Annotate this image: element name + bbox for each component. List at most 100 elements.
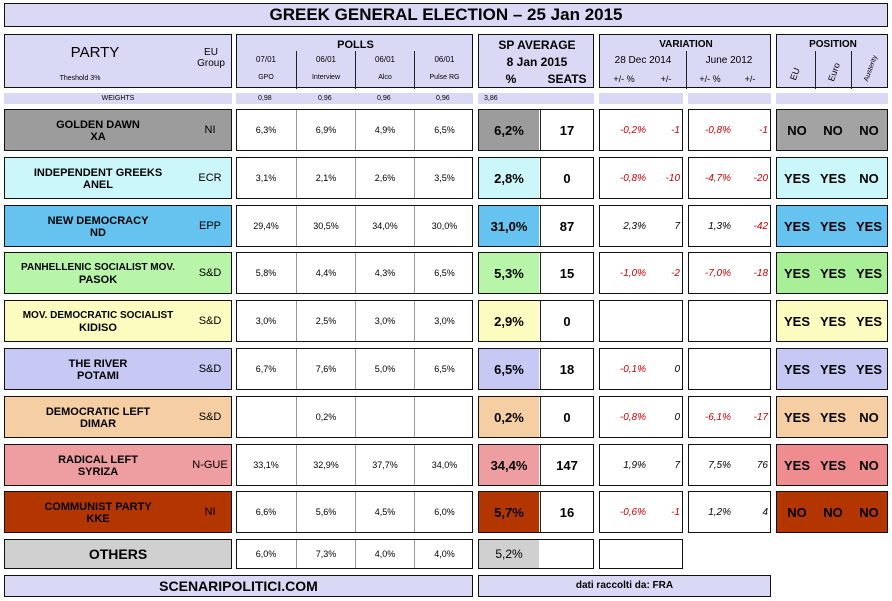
average-cell: 5,3% 15 [478, 252, 594, 294]
eu-group-header: EU Group [197, 47, 225, 69]
page-title: GREEK GENERAL ELECTION – 25 Jan 2015 [4, 3, 888, 27]
poll-divider [414, 445, 415, 485]
eu-group: ECR [198, 172, 222, 184]
position-value: NO [859, 409, 879, 425]
position-value: YES [783, 457, 810, 473]
poll-divider [296, 492, 297, 532]
position-value: YES [855, 218, 882, 234]
variation-june-cell: -4,7% -20 [688, 157, 771, 199]
polls-header: POLLS 07/01 GPO 06/01 Interview 06/01 Alco 06/… [236, 34, 473, 89]
others-average-cell: 5,2% [478, 539, 594, 569]
polls-cell: 6,7% 7,6% 5,0% 6,5% [236, 348, 473, 390]
poll-value: 5,6% [315, 507, 337, 517]
variation-dec-cell: 1,9% 7 [599, 444, 683, 486]
variation-pct [691, 349, 731, 389]
variation-dec-cell: -0,1% 0 [599, 348, 683, 390]
party-name: INDEPENDENT GREEKS [33, 167, 163, 179]
party-name-cell: PANHELLENIC SOCIALIST MOV. PASOK S&D [4, 252, 232, 294]
average-cell: 31,0% 87 [478, 205, 594, 247]
poll-name: Pulse RG [429, 74, 460, 81]
var-sub-2: +/- [660, 74, 672, 84]
var-sub-1: +/- % [613, 74, 635, 84]
variation-pct: -0,1% [619, 363, 646, 375]
seats-header: SEATS [547, 72, 587, 86]
party-abbrev: XA [90, 131, 106, 143]
poll-name: Interview [311, 74, 340, 81]
position-value: YES [855, 265, 882, 281]
var-june-label: June 2012 [705, 55, 753, 66]
eu-group: NI [204, 124, 216, 136]
poll-divider [355, 349, 356, 389]
variation-pct: -4,7% [704, 172, 731, 184]
poll-date: 06/01 [315, 55, 337, 64]
variation-dec-cell: 2,3% 7 [599, 205, 683, 247]
position-header: POSITION EU Euro Austerity [776, 34, 888, 89]
seats-value: 17 [540, 110, 593, 150]
poll-divider [355, 206, 356, 246]
poll-date: 06/01 [374, 55, 396, 64]
poll-divider [296, 51, 297, 89]
weight-value: 0,96 [377, 95, 391, 102]
variation-pct: 7,5% [708, 459, 731, 471]
variation-dec-cell: -0,8% 0 [599, 396, 683, 438]
poll-divider [296, 206, 297, 246]
eu-group: EPP [198, 220, 221, 232]
position-value: NO [859, 504, 879, 520]
eu-group: N-GUE [192, 459, 228, 471]
poll-value: 4,9% [374, 125, 396, 135]
average-pct: 2,8% [479, 158, 539, 198]
variation-pct: -0,8% [619, 411, 646, 423]
party-header-label: PARTY [70, 44, 120, 61]
poll-value [237, 397, 295, 437]
poll-value: 4,3% [374, 268, 396, 278]
poll-divider [355, 158, 356, 198]
variation-seats: -1 [671, 124, 680, 136]
sp-average-date: 8 Jan 2015 [506, 55, 568, 69]
weights-position-blank [776, 93, 888, 104]
poll-divider [414, 206, 415, 246]
sp-average-label: SP AVERAGE [498, 38, 576, 52]
poll-divider [355, 301, 356, 341]
poll-value: 34,0% [431, 460, 458, 470]
polls-cell: 0,2% [236, 396, 473, 438]
variation-seats [733, 349, 768, 389]
seats-value: 0 [540, 301, 593, 341]
seats-value: 87 [540, 206, 593, 246]
variation-june-cell: -0,8% -1 [688, 109, 771, 151]
variation-pct: 1,2% [708, 506, 731, 518]
party-abbrev: DIMAR [79, 418, 117, 430]
polls-header-label: POLLS [337, 39, 374, 51]
poll-divider [296, 110, 297, 150]
variation-seats: -10 [665, 172, 680, 184]
variation-pct: -0,8% [619, 172, 646, 184]
average-pct: 0,2% [479, 397, 539, 437]
footer-source: dati raccolti da: FRA [478, 575, 771, 597]
position-value: YES [819, 361, 846, 377]
position-cell: YES YES YES [776, 300, 888, 342]
variation-pct: -0,2% [619, 124, 646, 136]
poll-value: 6,7% [255, 364, 277, 374]
poll-divider [355, 397, 356, 437]
party-header: PARTY Theshold 3% EU Group [4, 34, 232, 88]
weights-variation-blank-2 [688, 93, 771, 104]
variation-dec-cell: -0,8% -10 [599, 157, 683, 199]
party-name-cell: INDEPENDENT GREEKS ANEL ECR [4, 157, 232, 199]
position-value: NO [823, 122, 843, 138]
poll-value [356, 397, 414, 437]
poll-divider [296, 158, 297, 198]
position-cell: YES YES NO [776, 157, 888, 199]
average-pct: 5,2% [479, 540, 539, 568]
seats-value: 16 [540, 492, 593, 532]
poll-divider [355, 445, 356, 485]
var-sub-4: +/- [744, 74, 756, 84]
poll-value: 4,4% [315, 268, 337, 278]
position-value: NO [823, 504, 843, 520]
variation-june-cell: -7,0% -18 [688, 252, 771, 294]
party-abbrev: POTAMI [77, 370, 119, 382]
poll-name: Alco [378, 74, 392, 81]
party-name-cell: THE RIVER POTAMI S&D [4, 348, 232, 390]
position-col-austerity: Austerity [863, 54, 879, 83]
poll-divider [355, 540, 356, 568]
eu-group: S&D [198, 267, 222, 279]
poll-value: 7,6% [315, 364, 337, 374]
